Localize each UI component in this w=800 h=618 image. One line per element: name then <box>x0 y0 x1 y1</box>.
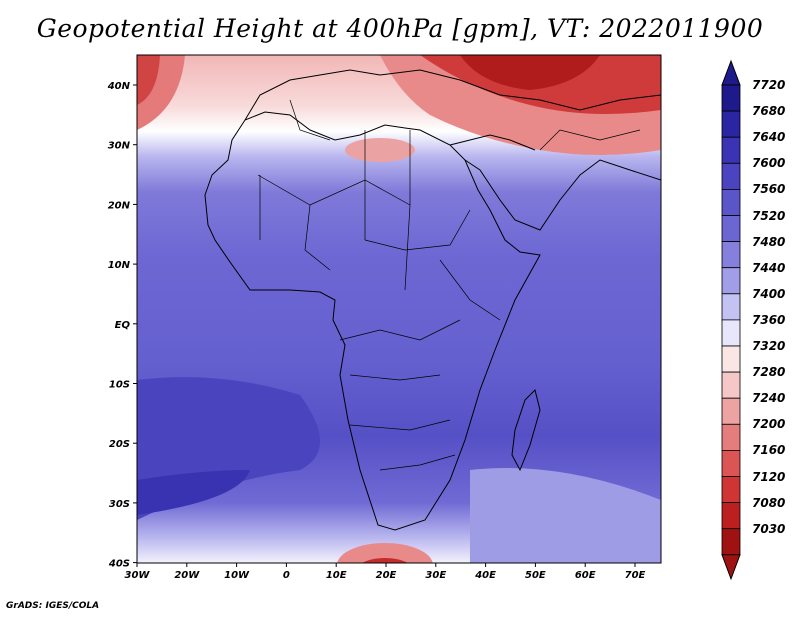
colorbar-label: 7680 <box>752 104 786 119</box>
colorbar-segment <box>721 397 741 425</box>
colorbar-segment <box>721 476 741 504</box>
colorbar-label: 7240 <box>752 391 786 406</box>
colorbar-segment <box>721 241 741 269</box>
northwest-core <box>137 55 160 105</box>
border-line <box>404 130 411 291</box>
border-line <box>304 204 331 271</box>
colorbar-segment <box>721 110 741 138</box>
colorbar-segment <box>721 215 741 243</box>
lon-tick-label: 40E <box>474 570 496 581</box>
colorbar-label: 7200 <box>752 417 786 432</box>
lat-tick-label: 20S <box>109 439 130 450</box>
colorbar-label: 7080 <box>752 495 786 510</box>
colorbar-label: 7280 <box>752 365 786 380</box>
africa-outline <box>204 111 541 531</box>
lat-tick-label: 10S <box>109 380 130 391</box>
border-line <box>349 374 441 381</box>
border-line <box>539 129 641 151</box>
colorbar-segment <box>721 449 741 477</box>
south-atlantic-core <box>137 470 250 515</box>
levant-coast <box>449 134 536 151</box>
colorbar-label: 7160 <box>752 443 786 458</box>
lat-tick-label: 40N <box>107 81 131 92</box>
colorbar-label: 7560 <box>752 182 786 197</box>
border-line <box>339 319 461 341</box>
colorbar-segment <box>721 371 741 399</box>
credit-text: GrADS: IGES/COLA <box>6 601 100 611</box>
colorbar-label: 7120 <box>752 469 786 484</box>
height-field <box>137 55 661 563</box>
lat-tick-label: 10N <box>108 260 131 271</box>
northeast-core <box>460 55 600 90</box>
lat-tick-label: 30S <box>109 499 130 510</box>
border-line <box>379 454 456 471</box>
colorbar-label: 7600 <box>752 156 786 171</box>
lon-tick-label: 50E <box>525 570 546 581</box>
colorbar-top-arrow <box>721 59 741 86</box>
mediterranean-coast <box>244 69 661 121</box>
lon-tick-label: 20W <box>174 570 200 581</box>
lon-tick-label: 30E <box>425 570 446 581</box>
colorbar <box>721 59 741 581</box>
chart-title: Geopotential Height at 400hPa [gpm], VT:… <box>36 14 764 43</box>
colorbar-label: 7640 <box>752 130 786 145</box>
colorbar-label: 7440 <box>752 260 786 275</box>
arabia-coast <box>464 159 661 231</box>
lon-tick-label: 10E <box>326 570 347 581</box>
colorbar-label: 7400 <box>752 286 786 301</box>
colorbar-segment <box>721 293 741 321</box>
map-frame <box>136 54 662 564</box>
border-line <box>364 209 471 251</box>
colorbar-label: 7720 <box>752 78 786 92</box>
southeast-trough <box>470 468 661 563</box>
colorbar-segment <box>721 528 741 556</box>
lat-tick-label: 20N <box>108 200 131 211</box>
south-trough <box>337 543 433 563</box>
colorbar-segment <box>721 319 741 347</box>
border-line <box>439 259 501 321</box>
lon-tick-label: 60E <box>575 570 596 581</box>
madagascar-outline <box>511 389 541 472</box>
colorbar-segment <box>721 84 741 112</box>
colorbar-segment <box>721 502 741 530</box>
lat-tick-label: 30N <box>108 141 131 152</box>
lon-tick-label: 70E <box>625 570 646 581</box>
lon-tick-label: 10W <box>224 570 250 581</box>
lon-tick-label: 30W <box>125 570 151 581</box>
border-line <box>349 419 451 431</box>
coastlines <box>204 69 661 531</box>
colorbar-label: 7480 <box>752 234 786 249</box>
colorbar-segment <box>721 188 741 216</box>
colorbar-label: 7520 <box>752 208 786 223</box>
country-borders <box>257 99 641 471</box>
latitude-axis: 40N 30N 20N 10N EQ 10S 20S 30S 40S <box>107 81 137 570</box>
colorbar-label: 7320 <box>752 339 786 353</box>
colorbar-label: 7360 <box>752 312 786 327</box>
colorbar-label: 7030 <box>752 521 786 536</box>
border-line <box>289 99 331 141</box>
lon-tick-label: 0 <box>283 570 290 581</box>
lat-tick-label: 40S <box>108 559 130 570</box>
lat-tick-label: EQ <box>115 320 131 331</box>
colorbar-bottom-arrow <box>721 554 741 581</box>
colorbar-segment <box>721 162 741 190</box>
south-trough-core <box>362 558 408 563</box>
colorbar-segment <box>721 136 741 164</box>
border-line <box>257 174 411 206</box>
colorbar-segment <box>721 423 741 451</box>
saharan-high-region <box>345 138 415 162</box>
longitude-axis: 30W 20W 10W 0 10E 20E 30E 40E 50E 60E 70E <box>125 563 646 581</box>
lon-tick-label: 20E <box>376 570 397 581</box>
colorbar-segment <box>721 267 741 295</box>
colorbar-segment <box>721 345 741 373</box>
